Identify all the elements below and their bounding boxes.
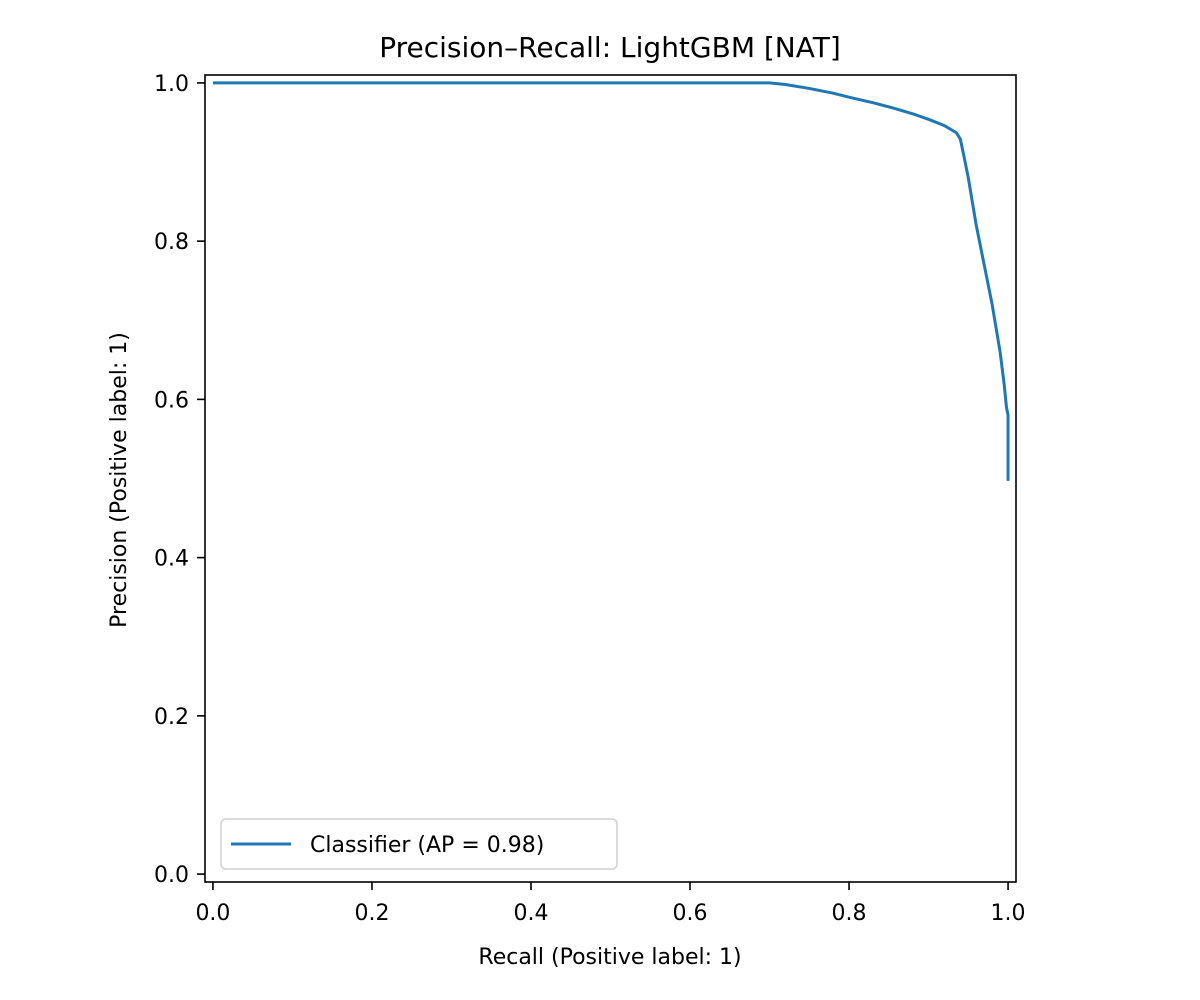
plot-frame	[204, 74, 1017, 883]
x-tick-label: 0.8	[832, 901, 867, 926]
y-tick-label: 0.6	[154, 388, 189, 413]
y-tick-label: 1.0	[154, 72, 189, 97]
y-tick-label: 0.2	[154, 705, 189, 730]
y-axis-label: Precision (Positive label: 1)	[107, 332, 132, 628]
x-tick-label: 0.4	[513, 901, 548, 926]
x-tick-label: 0.0	[195, 901, 230, 926]
y-tick-label: 0.0	[154, 863, 189, 888]
x-tick-label: 1.0	[991, 901, 1026, 926]
x-axis-label: Recall (Positive label: 1)	[478, 945, 741, 970]
plot-area	[205, 75, 1016, 882]
chart-title: Precision–Recall: LightGBM [NAT]	[379, 31, 841, 64]
legend: Classifier (AP = 0.98)	[220, 818, 618, 870]
series-line-classifier	[212, 81, 1010, 481]
x-tick-label: 0.6	[673, 901, 708, 926]
y-axis: 0.0 0.2 0.4 0.6 0.8 1.0	[154, 72, 205, 888]
x-tick-label: 0.2	[354, 901, 389, 926]
y-tick-label: 0.8	[154, 230, 189, 255]
y-tick-label: 0.4	[154, 547, 189, 572]
legend-label: Classifier (AP = 0.98)	[310, 833, 544, 858]
legend-box	[220, 818, 618, 870]
x-axis: 0.0 0.2 0.4 0.6 0.8 1.0	[195, 882, 1026, 926]
